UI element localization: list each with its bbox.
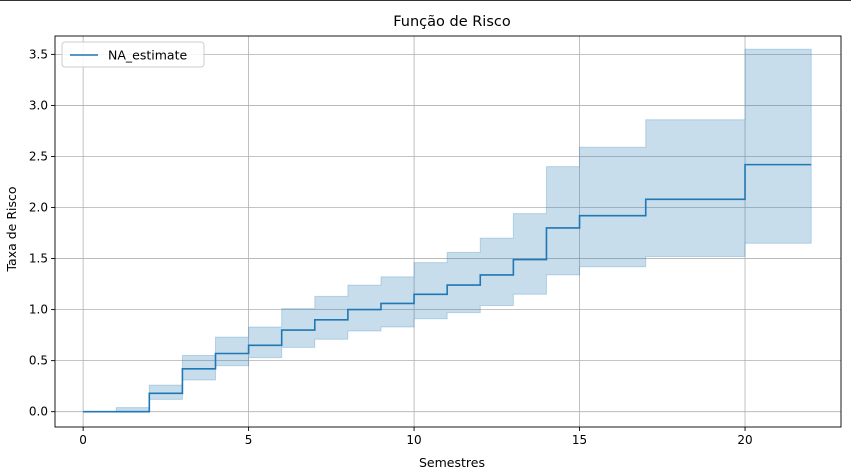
y-tick-label: 0.0	[29, 405, 48, 419]
y-tick-label: 3.5	[29, 47, 48, 61]
x-tick-label: 0	[79, 433, 87, 447]
estimate-step-line	[83, 163, 812, 413]
chart-title: Função de Risco	[393, 14, 511, 30]
confidence-band	[83, 48, 812, 413]
x-tick-label: 10	[406, 433, 421, 447]
x-tick-label: 20	[737, 433, 752, 447]
y-tick-label: 1.0	[29, 303, 48, 317]
plot-area: 0 5 10 15 20 0.0 0.5 1.0 1.5 2.0 2.5 3.0 3.5 NA_estim…	[29, 35, 842, 447]
y-tick-label: 3.0	[29, 98, 48, 112]
axes-frame	[54, 35, 842, 428]
y-tick-label: 1.5	[29, 252, 48, 266]
x-axis-label: Semestres	[419, 455, 485, 470]
y-tick-label: 2.0	[29, 201, 48, 215]
x-tick-label: 15	[572, 433, 587, 447]
top-border	[0, 0, 851, 1]
legend-box	[61, 41, 205, 68]
y-tick-label: 2.5	[29, 149, 48, 163]
legend-label: NA_estimate	[108, 48, 187, 63]
y-axis-label: Taxa de Risco	[4, 186, 19, 272]
y-tick-label: 0.5	[29, 354, 48, 368]
x-tick-label: 5	[245, 433, 253, 447]
